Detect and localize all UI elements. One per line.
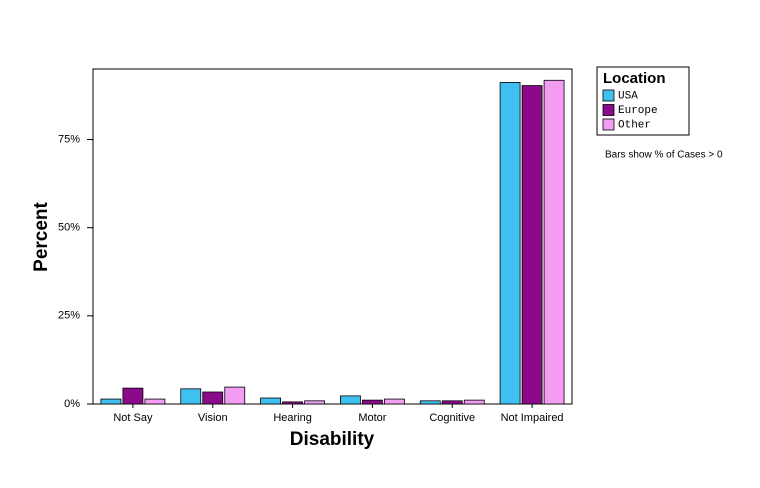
note: Bars show % of Cases > 0 — [605, 150, 723, 161]
legend-swatch — [602, 89, 615, 102]
x-tick-label: Not Impaired — [501, 412, 564, 424]
bar — [100, 398, 122, 405]
plot-area — [92, 68, 573, 405]
bar — [202, 391, 224, 405]
bar — [260, 397, 281, 405]
x-tick-label: Not Say — [113, 412, 153, 424]
bar — [499, 82, 521, 405]
x-axis-title: Disability — [290, 429, 375, 450]
bar — [282, 401, 303, 405]
legend-label: Other — [618, 119, 651, 131]
bar — [304, 400, 325, 405]
bar — [441, 400, 463, 405]
legend-swatch — [602, 104, 615, 116]
legend-swatch — [602, 118, 615, 131]
bar — [543, 79, 565, 405]
y-axis-title: Percent — [31, 201, 52, 271]
bar — [521, 85, 543, 405]
y-tick-label: 50% — [58, 222, 80, 234]
x-tick-label: Hearing — [273, 412, 312, 424]
bar — [340, 395, 361, 405]
bar — [122, 387, 144, 405]
legend-label: Europe — [618, 105, 658, 117]
bar — [144, 398, 166, 405]
bar — [384, 398, 405, 405]
legend-label: USA — [618, 90, 638, 102]
y-tick-label: 0% — [64, 398, 80, 410]
bar — [180, 388, 202, 405]
bar — [362, 399, 383, 405]
legend-title: Location — [603, 70, 666, 87]
bar — [419, 400, 441, 405]
x-tick-label: Cognitive — [429, 412, 475, 424]
bar — [463, 399, 485, 405]
y-tick-label: 25% — [58, 310, 80, 322]
bar — [224, 386, 246, 405]
x-tick-label: Vision — [198, 412, 228, 424]
x-tick-label: Motor — [358, 412, 386, 424]
y-tick-label: 75% — [58, 133, 80, 145]
